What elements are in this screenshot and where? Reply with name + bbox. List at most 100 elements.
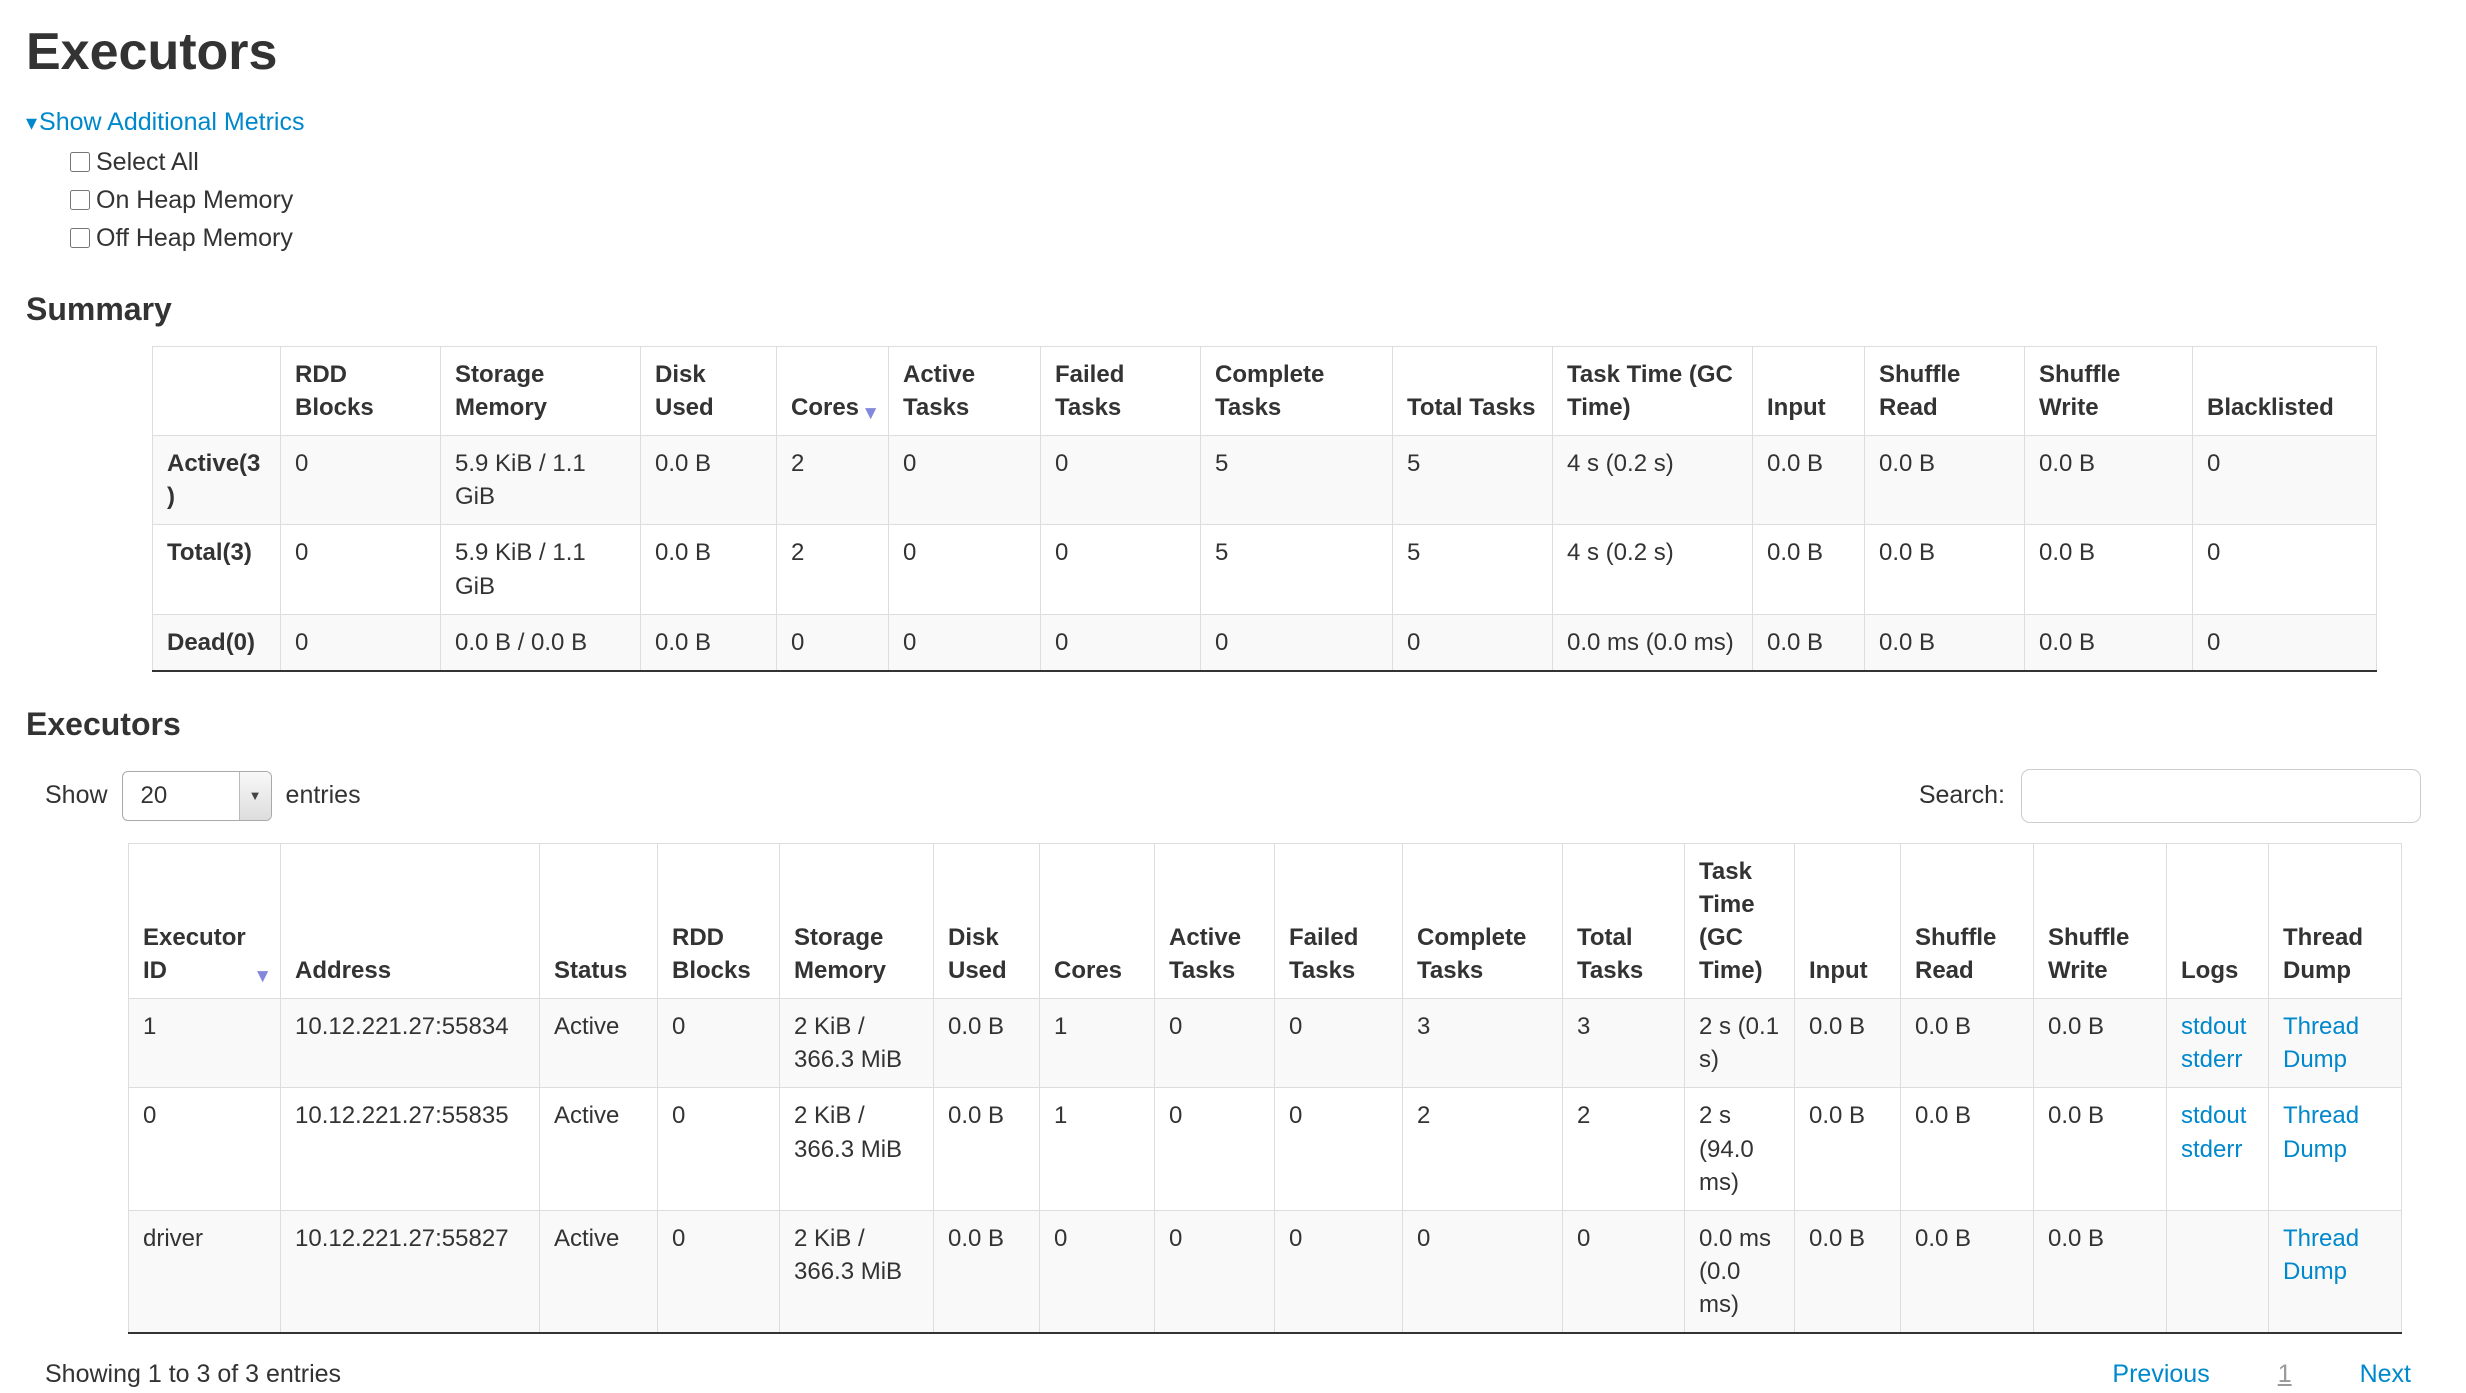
metrics-option-on-heap[interactable]: On Heap Memory xyxy=(70,181,2440,219)
exec-col-active-tasks[interactable]: Active Tasks xyxy=(1154,842,1275,1000)
cell: 0 xyxy=(1154,998,1275,1089)
cell: 0 xyxy=(2192,613,2377,672)
summary-col-disk-used[interactable]: Disk Used xyxy=(640,345,777,437)
summary-col-active-tasks[interactable]: Active Tasks xyxy=(888,345,1041,437)
cell: 2 KiB / 366.3 MiB xyxy=(779,1209,934,1334)
page-size-value: 20 xyxy=(140,781,168,809)
next-page-button[interactable]: Next xyxy=(2359,1360,2411,1389)
summary-col-complete-tasks[interactable]: Complete Tasks xyxy=(1200,345,1393,437)
exec-col-disk-used[interactable]: Disk Used xyxy=(933,842,1040,1000)
executors-header-row: Executor ID ▼ Address Status RDD Blocks S… xyxy=(128,842,2402,1000)
cell: 0.0 B xyxy=(2033,1087,2167,1211)
metrics-option-select-all[interactable]: Select All xyxy=(70,143,2440,181)
cell: 0.0 B xyxy=(1900,1087,2034,1211)
cell: 0 xyxy=(280,524,441,615)
on-heap-memory-checkbox[interactable] xyxy=(70,190,90,210)
status-cell: Active xyxy=(539,1209,658,1334)
cell: 0.0 B xyxy=(1794,998,1901,1089)
summary-col-shuffle-read[interactable]: Shuffle Read xyxy=(1864,345,2025,437)
summary-col-input[interactable]: Input xyxy=(1752,345,1865,437)
cell: 0 xyxy=(888,435,1041,526)
summary-col-rdd-blocks[interactable]: RDD Blocks xyxy=(280,345,441,437)
exec-col-shuffle-read[interactable]: Shuffle Read xyxy=(1900,842,2034,1000)
page-number-1[interactable]: 1 xyxy=(2277,1360,2292,1389)
off-heap-memory-checkbox[interactable] xyxy=(70,228,90,248)
exec-col-task-time[interactable]: Task Time (GC Time) xyxy=(1684,842,1795,1000)
exec-col-complete-tasks[interactable]: Complete Tasks xyxy=(1402,842,1563,1000)
cell: 3 xyxy=(1562,998,1685,1089)
summary-col-blacklisted[interactable]: Blacklisted xyxy=(2192,345,2377,437)
cell: 0.0 B xyxy=(933,1209,1040,1334)
on-heap-memory-label: On Heap Memory xyxy=(96,185,294,214)
cell: 5.9 KiB / 1.1 GiB xyxy=(440,524,641,615)
select-dropdown-button[interactable]: ▼ xyxy=(238,771,271,820)
exec-col-thread-dump[interactable]: Thread Dump xyxy=(2268,842,2402,1000)
select-all-checkbox[interactable] xyxy=(70,152,90,172)
exec-col-executor-id[interactable]: Executor ID ▼ xyxy=(128,842,281,1000)
address-cell: 10.12.221.27:55834 xyxy=(280,998,540,1089)
sort-down-icon: ▼ xyxy=(253,966,272,988)
summary-col-total-tasks[interactable]: Total Tasks xyxy=(1392,345,1553,437)
summary-row-label: Active(3) xyxy=(152,435,281,526)
summary-col-cores[interactable]: Cores ▼ xyxy=(776,345,889,437)
exec-col-rdd-blocks[interactable]: RDD Blocks xyxy=(657,842,780,1000)
summary-table: RDD Blocks Storage Memory Disk Used Core… xyxy=(152,345,2377,672)
summary-col-storage-memory[interactable]: Storage Memory xyxy=(440,345,641,437)
summary-row-dead: Dead(0) 0 0.0 B / 0.0 B 0.0 B 0 0 0 0 0 … xyxy=(152,613,2377,672)
thread-dump-link[interactable]: Thread Dump xyxy=(2283,1102,2360,1163)
pagination: Previous 1 Next xyxy=(2102,1356,2421,1393)
summary-header-row: RDD Blocks Storage Memory Disk Used Core… xyxy=(152,345,2377,437)
address-cell: 10.12.221.27:55835 xyxy=(280,1087,540,1211)
cell: 0.0 B xyxy=(640,435,777,526)
exec-col-address[interactable]: Address xyxy=(280,842,540,1000)
summary-col-failed-tasks[interactable]: Failed Tasks xyxy=(1040,345,1201,437)
summary-col-shuffle-write[interactable]: Shuffle Write xyxy=(2024,345,2193,437)
status-cell: Active xyxy=(539,998,658,1089)
previous-page-button[interactable]: Previous xyxy=(2112,1360,2210,1389)
cell: 2 xyxy=(776,524,889,615)
metrics-checkbox-list: Select All On Heap Memory Off Heap Memor… xyxy=(70,143,2440,257)
metrics-option-off-heap[interactable]: Off Heap Memory xyxy=(70,219,2440,257)
cell: 0.0 B xyxy=(1794,1209,1901,1334)
executor-id-cell: 0 xyxy=(128,1087,281,1211)
exec-col-failed-tasks[interactable]: Failed Tasks xyxy=(1274,842,1403,1000)
page-size-select[interactable]: 20 ▼ xyxy=(121,770,272,821)
exec-col-logs[interactable]: Logs xyxy=(2166,842,2269,1000)
exec-col-status[interactable]: Status xyxy=(539,842,658,1000)
search-input[interactable] xyxy=(2021,768,2421,823)
stdout-link[interactable]: stdout xyxy=(2181,1102,2247,1130)
executor-id-cell: 1 xyxy=(128,998,281,1089)
datatable-controls: Show 20 ▼ entries Search: xyxy=(45,768,2421,823)
exec-col-shuffle-write[interactable]: Shuffle Write xyxy=(2033,842,2167,1000)
cell: 0 xyxy=(1200,613,1393,672)
cell: 0 xyxy=(657,1087,780,1211)
logs-cell: stdout stderr xyxy=(2166,998,2269,1089)
cell: 0.0 B xyxy=(1900,1209,2034,1334)
exec-col-storage-memory[interactable]: Storage Memory xyxy=(779,842,934,1000)
executors-heading: Executors xyxy=(26,705,181,742)
stderr-link[interactable]: stderr xyxy=(2181,1046,2243,1074)
show-label: Show xyxy=(45,781,108,810)
cell: 0.0 ms (0.0 ms) xyxy=(1684,1209,1795,1334)
exec-col-cores[interactable]: Cores xyxy=(1039,842,1155,1000)
stderr-link[interactable]: stderr xyxy=(2181,1135,2243,1163)
summary-col-task-time[interactable]: Task Time (GC Time) xyxy=(1552,345,1753,437)
cell: 0 xyxy=(1562,1209,1685,1334)
thread-dump-link[interactable]: Thread Dump xyxy=(2283,1224,2360,1285)
cell: 0 xyxy=(1040,613,1201,672)
executors-table: Executor ID ▼ Address Status RDD Blocks S… xyxy=(128,842,2402,1335)
cell: 0 xyxy=(1154,1209,1275,1334)
exec-col-total-tasks[interactable]: Total Tasks xyxy=(1562,842,1685,1000)
cell: 0.0 B xyxy=(1752,435,1865,526)
entries-label: entries xyxy=(285,781,361,810)
stdout-link[interactable]: stdout xyxy=(2181,1013,2247,1041)
off-heap-memory-label: Off Heap Memory xyxy=(96,223,293,252)
cell: 2 xyxy=(1562,1087,1685,1211)
cell: 0.0 B xyxy=(1864,613,2025,672)
exec-col-input[interactable]: Input xyxy=(1794,842,1901,1000)
thread-dump-link[interactable]: Thread Dump xyxy=(2283,1013,2360,1074)
show-additional-metrics-toggle[interactable]: ▾ Show Additional Metrics xyxy=(26,108,304,137)
sort-down-icon: ▼ xyxy=(861,403,880,425)
cell: 4 s (0.2 s) xyxy=(1552,435,1753,526)
cell: 0.0 B xyxy=(640,524,777,615)
